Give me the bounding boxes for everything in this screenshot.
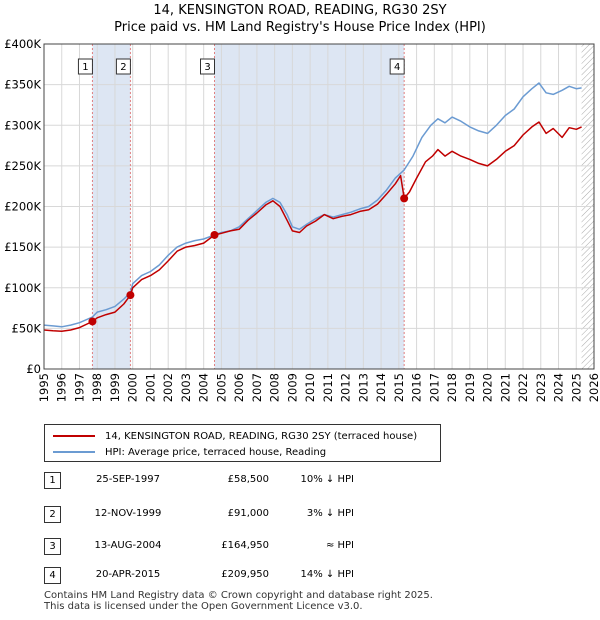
sale-date: 12-NOV-1999 [94, 508, 162, 519]
legend-label-hpi: HPI: Average price, terraced house, Read… [105, 446, 327, 458]
y-tick-label: £400K [4, 37, 41, 51]
sale-hpi-comparison: 3% ↓ HPI [306, 508, 354, 519]
sale-point [88, 317, 97, 326]
x-tick-label: 2013 [356, 373, 370, 402]
sale-price: £91,000 [227, 508, 269, 519]
sale-label-text: 3 [204, 62, 210, 73]
x-tick-label: 2015 [392, 373, 406, 402]
y-tick-label: £350K [4, 78, 41, 92]
sale-point [400, 194, 409, 203]
sale-label-box [389, 58, 405, 75]
table-row: 3 13-AUG-2004 £164,950 ≈ HPI [44, 538, 464, 556]
hpi-series-line [43, 82, 582, 328]
x-tick-label: 2000 [126, 373, 140, 402]
x-tick-label: 2014 [374, 373, 388, 402]
footer-copyright: Contains HM Land Registry data © Crown c… [44, 590, 433, 601]
table-row: 4 20-APR-2015 £209,950 14% ↓ HPI [44, 567, 464, 585]
x-tick-label: 1996 [55, 373, 69, 402]
table-row: 2 12-NOV-1999 £91,000 3% ↓ HPI [44, 506, 464, 524]
footer-licence: This data is licensed under the Open Gov… [44, 601, 363, 612]
x-tick-label: 1998 [90, 373, 104, 402]
sale-point [210, 230, 219, 239]
sale-price: £209,950 [221, 569, 269, 580]
sale-label-box [200, 58, 215, 75]
x-tick-label: 2017 [427, 373, 441, 402]
plot-frame [43, 43, 595, 370]
x-tick-label: 2011 [321, 373, 335, 402]
sale-number-badge: 3 [44, 538, 61, 555]
chart-subtitle: Price paid vs. HM Land Registry's House … [114, 20, 486, 35]
x-tick-label: 2016 [410, 373, 424, 402]
x-tick-label: 2025 [569, 373, 583, 402]
sale-points [88, 194, 409, 326]
x-tick-label: 2018 [445, 373, 459, 402]
legend: 14, KENSINGTON ROAD, READING, RG30 2SY (… [44, 424, 441, 462]
x-tick-label: 1997 [72, 373, 86, 402]
sale-label-box [77, 58, 93, 75]
x-tick-label: 1999 [108, 373, 122, 402]
legend-swatch-property [53, 435, 95, 437]
sale-hpi-comparison: ≈ HPI [325, 540, 354, 551]
x-tick-label: 2007 [250, 373, 264, 402]
x-tick-label: 2006 [232, 373, 246, 402]
sale-number-badge: 1 [44, 472, 61, 489]
x-tick-label: 2012 [339, 373, 353, 402]
sale-label-box [115, 58, 131, 75]
sale-date: 20-APR-2015 [95, 569, 161, 580]
y-tick-label: £200K [4, 200, 41, 214]
footer: Contains HM Land Registry data © Crown c… [44, 590, 433, 612]
sale-price: £164,950 [221, 540, 269, 551]
x-tick-label: 2005 [214, 373, 228, 402]
sale-date: 25-SEP-1997 [96, 474, 160, 485]
x-tick-label: 2003 [179, 373, 193, 402]
property-series-line [43, 121, 582, 332]
x-tick-label: 2020 [481, 373, 495, 402]
sale-hpi-comparison: 14% ↓ HPI [300, 569, 354, 580]
sale-label-text: 1 [82, 62, 88, 73]
sale-number-badge: 2 [44, 506, 61, 523]
x-tick-label: 2009 [285, 373, 299, 402]
axes: £0 £50K £100K £150K £200K £250K £300K £350K £400… [4, 37, 600, 402]
x-tick-label: 2021 [498, 373, 512, 402]
sale-price: £58,500 [227, 474, 269, 485]
x-tick-label: 2022 [516, 373, 530, 402]
x-tick-label: 2001 [143, 373, 157, 402]
sale-label-text: 2 [120, 62, 126, 73]
sale-number-badge: 4 [44, 567, 61, 584]
legend-item-property: 14, KENSINGTON ROAD, READING, RG30 2SY (… [53, 429, 417, 443]
y-tick-label: £150K [4, 240, 41, 254]
series-lines [43, 82, 582, 332]
price-chart: 1 2 3 4 £0 £50K £100K £150K £200K £250K £300K £350… [4, 37, 600, 402]
y-tick-label: £0 [26, 362, 41, 376]
x-tick-label: 2024 [552, 373, 566, 402]
sale-number-labels: 1 2 3 4 [77, 58, 405, 75]
x-tick-label: 2008 [268, 373, 282, 402]
x-tick-label: 2019 [463, 373, 477, 402]
x-tick-label: 2002 [161, 373, 175, 402]
table-row: 1 25-SEP-1997 £58,500 10% ↓ HPI [44, 472, 464, 490]
chart-title: 14, KENSINGTON ROAD, READING, RG30 2SY [153, 3, 447, 18]
sale-hpi-comparison: 10% ↓ HPI [300, 474, 354, 485]
sale-date: 13-AUG-2004 [94, 540, 162, 551]
x-tick-label: 2026 [587, 373, 600, 402]
legend-label-property: 14, KENSINGTON ROAD, READING, RG30 2SY (… [105, 430, 418, 442]
x-tick-label: 2004 [197, 373, 211, 402]
y-tick-label: £250K [4, 159, 41, 173]
legend-swatch-hpi [53, 451, 95, 453]
legend-item-hpi: HPI: Average price, terraced house, Read… [53, 445, 326, 459]
y-tick-label: £100K [4, 281, 41, 295]
y-tick-label: £50K [12, 321, 42, 335]
sale-point [126, 291, 135, 300]
x-tick-label: 2023 [534, 373, 548, 402]
x-tick-label: 1995 [37, 373, 51, 402]
y-tick-label: £300K [4, 118, 41, 132]
sale-label-text: 4 [394, 62, 400, 73]
x-tick-label: 2010 [303, 373, 317, 402]
